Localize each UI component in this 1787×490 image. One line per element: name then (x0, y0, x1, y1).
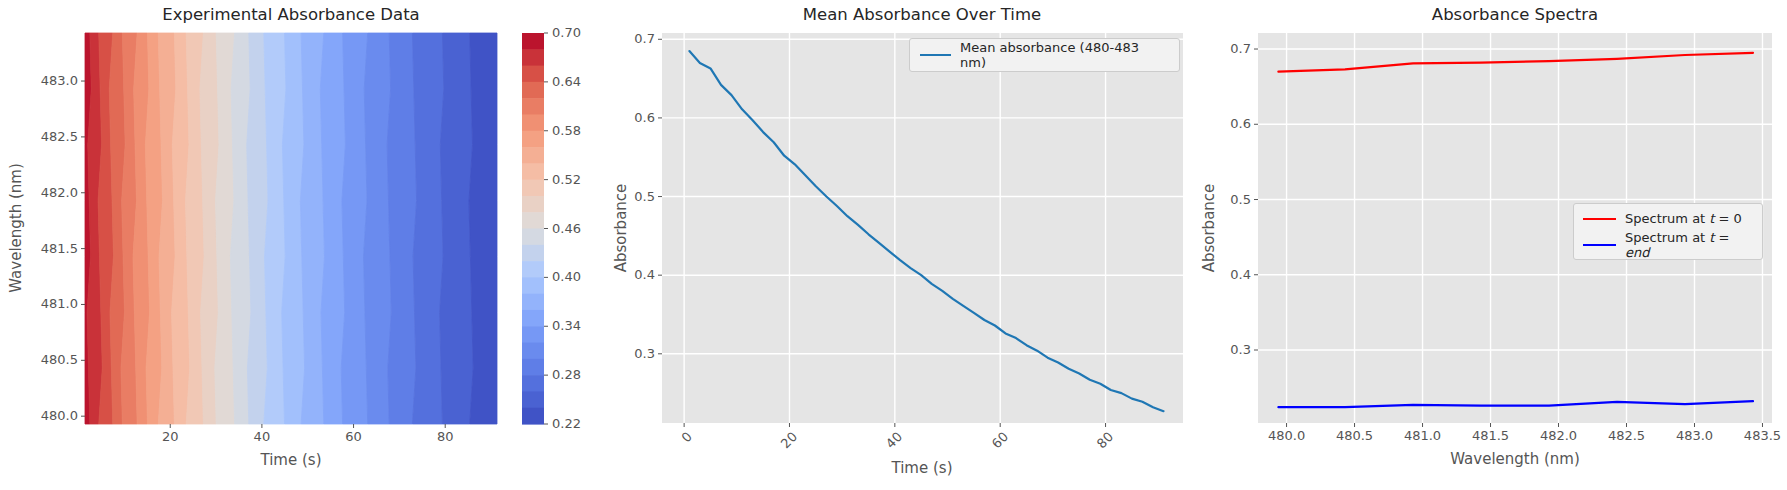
colorbar-tick-label: 0.52 (552, 172, 581, 188)
legend-line-sample-blue2 (1583, 244, 1616, 246)
legend-label-t0: Spectrum at t = 0 (1625, 211, 1742, 226)
x-tick-label: 480.5 (1325, 428, 1385, 444)
y-tick-label: 481.5 (26, 241, 78, 257)
y-tick-label: 482.5 (26, 129, 78, 145)
panel1-xlabel: Time (s) (261, 451, 322, 469)
panel3-title: Absorbance Spectra (1432, 5, 1598, 24)
x-tick-label: 481.0 (1393, 428, 1453, 444)
y-tick-label: 482.0 (26, 185, 78, 201)
heatmap-plot-area (85, 33, 497, 424)
y-tick-label: 483.0 (26, 73, 78, 89)
panel3-xlabel: Wavelength (nm) (1450, 450, 1580, 468)
x-tick-label: 482.0 (1529, 428, 1589, 444)
y-tick-label: 481.0 (26, 296, 78, 312)
x-tick-label: 60 (324, 429, 384, 445)
legend-line-sample-red (1583, 218, 1616, 220)
y-tick-label: 0.3 (603, 346, 655, 362)
legend-spectra: Spectrum at t = 0 Spectrum at t = end (1573, 203, 1763, 260)
panel2-xlabel: Time (s) (892, 459, 953, 477)
mean-absorbance-plot-area (662, 33, 1183, 423)
x-tick-label: 481.5 (1461, 428, 1521, 444)
y-tick-label: 0.5 (1199, 192, 1251, 208)
heatmap-canvas (85, 33, 497, 424)
figure: Experimental Absorbance Data Wavelength … (0, 0, 1787, 490)
x-tick-label: 80 (415, 429, 475, 445)
y-tick-label: 0.4 (603, 267, 655, 283)
mean-absorbance-canvas (662, 33, 1183, 423)
legend-label-tend: Spectrum at t = end (1625, 230, 1753, 260)
panel1-ylabel: Wavelength (nm) (7, 163, 25, 293)
legend-entry-mean: Mean absorbance (480-483 nm) (920, 42, 1169, 68)
legend-line-sample-blue (920, 54, 951, 56)
x-tick-label: 20 (140, 429, 200, 445)
colorbar-tick-label: 0.34 (552, 318, 581, 334)
x-tick-label: 483.5 (1732, 428, 1787, 444)
y-tick-label: 0.6 (603, 110, 655, 126)
legend-entry-t0: Spectrum at t = 0 (1583, 206, 1753, 232)
legend-label-mean: Mean absorbance (480-483 nm) (960, 40, 1169, 70)
y-tick-label: 0.7 (603, 31, 655, 47)
colorbar-tick-label: 0.46 (552, 221, 581, 237)
panel1-title: Experimental Absorbance Data (162, 5, 419, 24)
y-tick-label: 0.4 (1199, 267, 1251, 283)
y-tick-label: 0.3 (1199, 342, 1251, 358)
colorbar-tick-label: 0.64 (552, 74, 581, 90)
colorbar-tick-label: 0.70 (552, 25, 581, 41)
panel2-title: Mean Absorbance Over Time (803, 5, 1041, 24)
colorbar (522, 33, 544, 424)
legend-entry-tend: Spectrum at t = end (1583, 232, 1753, 258)
colorbar-tick-label: 0.40 (552, 269, 581, 285)
colorbar-tick-label: 0.58 (552, 123, 581, 139)
y-tick-label: 0.6 (1199, 116, 1251, 132)
y-tick-label: 480.0 (26, 408, 78, 424)
x-tick-label: 482.5 (1597, 428, 1657, 444)
y-tick-label: 0.5 (603, 189, 655, 205)
x-tick-label: 480.0 (1257, 428, 1317, 444)
y-tick-label: 480.5 (26, 352, 78, 368)
legend-mean-absorbance: Mean absorbance (480-483 nm) (909, 38, 1180, 72)
colorbar-tick-label: 0.22 (552, 416, 581, 432)
x-tick-label: 483.0 (1664, 428, 1724, 444)
y-tick-label: 0.7 (1199, 41, 1251, 57)
colorbar-canvas (522, 33, 544, 424)
colorbar-tick-label: 0.28 (552, 367, 581, 383)
x-tick-label: 40 (232, 429, 292, 445)
